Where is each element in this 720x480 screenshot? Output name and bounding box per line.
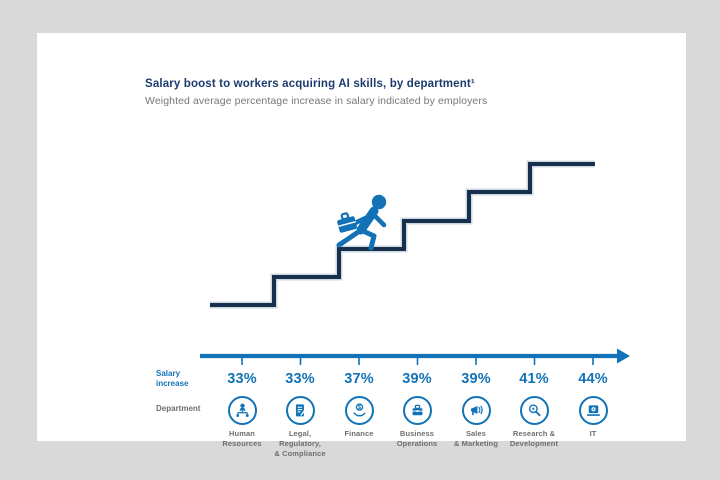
axis-ticks — [241, 358, 594, 365]
svg-text:$: $ — [357, 405, 361, 411]
salary-increase-value: 39% — [402, 371, 432, 387]
chart-title: Salary boost to workers acquiring AI ski… — [145, 78, 475, 90]
dept-column-sales-marketing: 39% Sales & Marketing — [447, 370, 505, 449]
laptop-gear-icon — [578, 396, 608, 425]
briefcase-graphic — [337, 212, 358, 233]
dept-label: Research & Development — [509, 429, 559, 448]
dept-label: Human Resources — [222, 429, 262, 448]
chart-card: Salary boost to workers acquiring AI ski… — [37, 33, 686, 458]
megaphone-icon — [461, 396, 491, 425]
dept-label: Sales & Marketing — [453, 429, 499, 448]
dept-column-finance: 37% $ Finance — [330, 370, 388, 439]
axis-arrowhead-icon — [617, 348, 630, 364]
climbing-person-icon — [336, 194, 387, 251]
org-chart-icon — [227, 396, 257, 425]
chart-subtitle: Weighted average percentage increase in … — [145, 95, 488, 107]
salary-increase-value: 39% — [461, 371, 491, 387]
dept-column-research-development: 41% Research & Development — [505, 370, 563, 449]
dept-label: IT — [589, 429, 597, 438]
staircase-graphic — [210, 160, 595, 309]
salary-increase-value: 41% — [519, 371, 549, 387]
salary-increase-value: 33% — [285, 371, 315, 387]
document-pen-icon — [285, 396, 315, 425]
salary-increase-axis-label: Salary increase — [156, 369, 189, 389]
salary-axis-arrow — [200, 348, 630, 365]
briefcase-icon — [402, 396, 432, 425]
magnifier-icon — [519, 396, 549, 425]
department-axis-label: Department — [156, 404, 201, 413]
dept-column-legal-regulatory-compliance: 33% Legal, Regulatory, & Compliance — [271, 370, 329, 459]
salary-increase-value: 44% — [578, 371, 608, 387]
dept-column-business-operations: 39% Business Operations — [388, 370, 446, 449]
dept-label: Business Operations — [396, 429, 438, 448]
salary-increase-value: 33% — [227, 371, 257, 387]
dept-label: Finance — [344, 429, 374, 438]
dept-column-it: 44% IT — [564, 370, 622, 439]
dept-label: Legal, Regulatory, & Compliance — [274, 429, 326, 458]
dept-column-human-resources: 33% Human Resources — [213, 370, 271, 449]
staircase-line — [210, 162, 595, 307]
coin-hand-icon: $ — [344, 396, 374, 425]
salary-increase-value: 37% — [344, 371, 374, 387]
